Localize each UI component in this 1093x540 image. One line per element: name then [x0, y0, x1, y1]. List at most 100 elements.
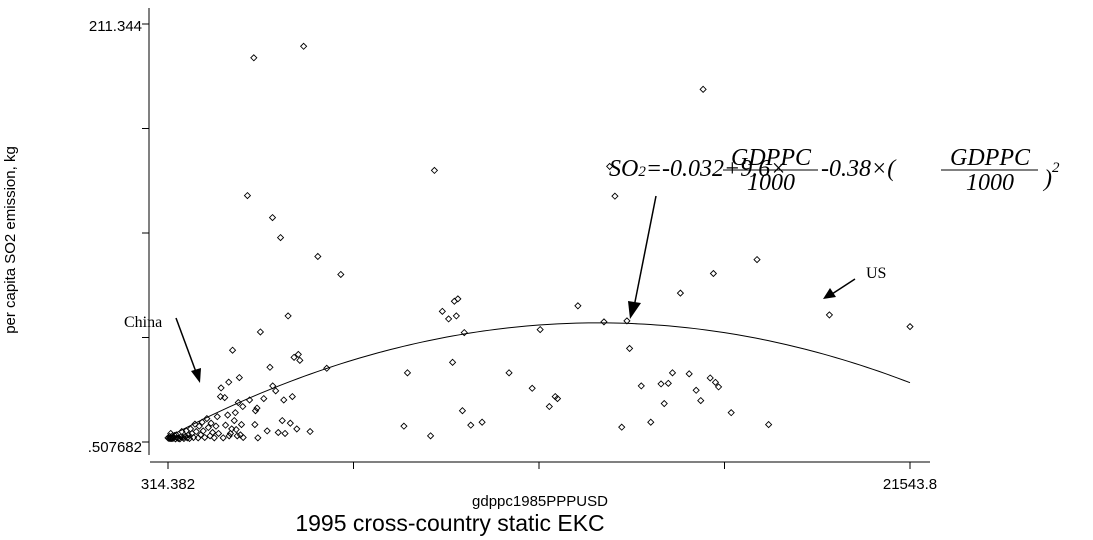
scatter-point	[660, 399, 668, 408]
scatter-point	[450, 297, 458, 305]
scatter-point	[452, 312, 460, 320]
scatter-point	[528, 384, 536, 392]
scatter-point	[201, 433, 209, 442]
scatter-point	[203, 414, 211, 423]
scatter-point	[228, 425, 236, 433]
scatter-point	[214, 429, 223, 438]
scatter-point	[697, 396, 705, 405]
scatter-point	[212, 422, 220, 430]
y-axis-label: per capita SO2 emission, kg	[2, 146, 19, 334]
scatter-point	[263, 427, 271, 435]
scatter-point	[430, 166, 439, 175]
scatter-point	[204, 423, 212, 432]
scatter-point	[217, 384, 225, 392]
y-tick-label-min: .507682	[88, 439, 142, 456]
scatter-point	[337, 270, 345, 279]
scatter-point	[224, 411, 232, 419]
china-arrow-line	[175, 317, 197, 373]
scatter-point	[195, 422, 203, 430]
equation-quadratic-term: -0.38×(	[821, 156, 897, 182]
equation-arrow-line	[633, 195, 657, 308]
scatter-point	[266, 363, 274, 371]
scatter-point	[426, 432, 435, 440]
scatter-point	[906, 322, 914, 331]
equation-fraction-1-numerator: GDPPC	[731, 145, 812, 171]
chart-title: 1995 cross-country static EKC	[295, 510, 604, 536]
scatter-point	[208, 428, 217, 437]
scatter-point	[574, 302, 582, 310]
scatter-point	[232, 425, 240, 434]
scatter-point	[192, 427, 200, 436]
scatter-point	[647, 418, 655, 426]
scatter-point	[657, 380, 665, 388]
scatter-point	[272, 387, 280, 395]
x-tick-label-max: 21543.8	[883, 476, 937, 493]
scatter-point	[239, 402, 247, 411]
us-annotation-label: US	[866, 265, 886, 282]
scatter-point	[505, 369, 513, 377]
scatter-point	[400, 422, 408, 430]
us-arrow	[823, 278, 856, 299]
scatter-point	[444, 315, 453, 323]
scatter-point	[460, 328, 468, 337]
scatter-point	[664, 379, 672, 387]
scatter-point	[278, 416, 286, 425]
scatter-point	[454, 295, 462, 303]
equation-fraction-1-denominator: 1000	[747, 170, 795, 196]
scatter-point	[288, 392, 296, 401]
fit-equation: SO2=-0.032+9.6× GDPPC 1000 -0.38×( GDPPC…	[609, 145, 1060, 196]
scatter-point	[825, 311, 834, 319]
scatter-point	[290, 353, 298, 361]
scatter-points	[164, 42, 914, 443]
scatter-point	[184, 431, 193, 439]
scatter-point	[260, 394, 268, 403]
scatter-point	[668, 369, 677, 377]
scatter-point	[286, 419, 294, 427]
scatter-point	[299, 42, 308, 50]
scatter-point	[294, 350, 302, 359]
x-tick-label-min: 314.382	[141, 476, 195, 493]
scatter-point	[207, 419, 215, 427]
scatter-point	[458, 407, 467, 415]
scatter-point	[269, 382, 277, 390]
scatter-point	[213, 413, 221, 421]
scatter-point	[254, 434, 262, 442]
scatter-point	[403, 369, 412, 377]
scatter-point	[189, 433, 198, 442]
scatter-point	[225, 432, 233, 440]
scatter-point	[314, 252, 322, 261]
scatter-point	[709, 269, 718, 278]
scatter-point	[216, 392, 225, 401]
y-tick-label-max: 211.344	[89, 18, 142, 35]
scatter-point	[206, 432, 214, 440]
us-arrow-line	[831, 278, 856, 295]
equation-fraction-2-numerator: GDPPC	[950, 145, 1031, 171]
scatter-point	[256, 328, 265, 336]
scatter-point	[221, 421, 230, 429]
scatter-point	[280, 396, 288, 404]
scatter-point	[478, 418, 486, 426]
scatter-point	[185, 434, 194, 443]
scatter-point	[233, 432, 241, 440]
scatter-point	[685, 370, 693, 378]
china-arrow	[175, 317, 201, 383]
x-axis	[150, 461, 930, 469]
scatter-point	[230, 416, 238, 425]
scatter-point	[625, 344, 634, 353]
scatter-point	[714, 383, 723, 391]
scatter-point	[618, 423, 626, 431]
scatter-point	[191, 420, 199, 428]
scatter-point	[235, 373, 243, 382]
scatter-point	[306, 427, 314, 436]
scatter-point	[228, 346, 237, 354]
scatter-point	[692, 386, 700, 394]
scatter-point	[467, 421, 475, 429]
equation-fraction-2-denominator: 1000	[966, 170, 1014, 196]
scatter-point	[225, 378, 233, 386]
scatter-point	[600, 318, 608, 326]
scatter-point	[199, 427, 207, 435]
equation-arrow-head	[628, 301, 641, 319]
china-arrow-head	[191, 368, 201, 383]
scatter-point	[699, 85, 707, 93]
